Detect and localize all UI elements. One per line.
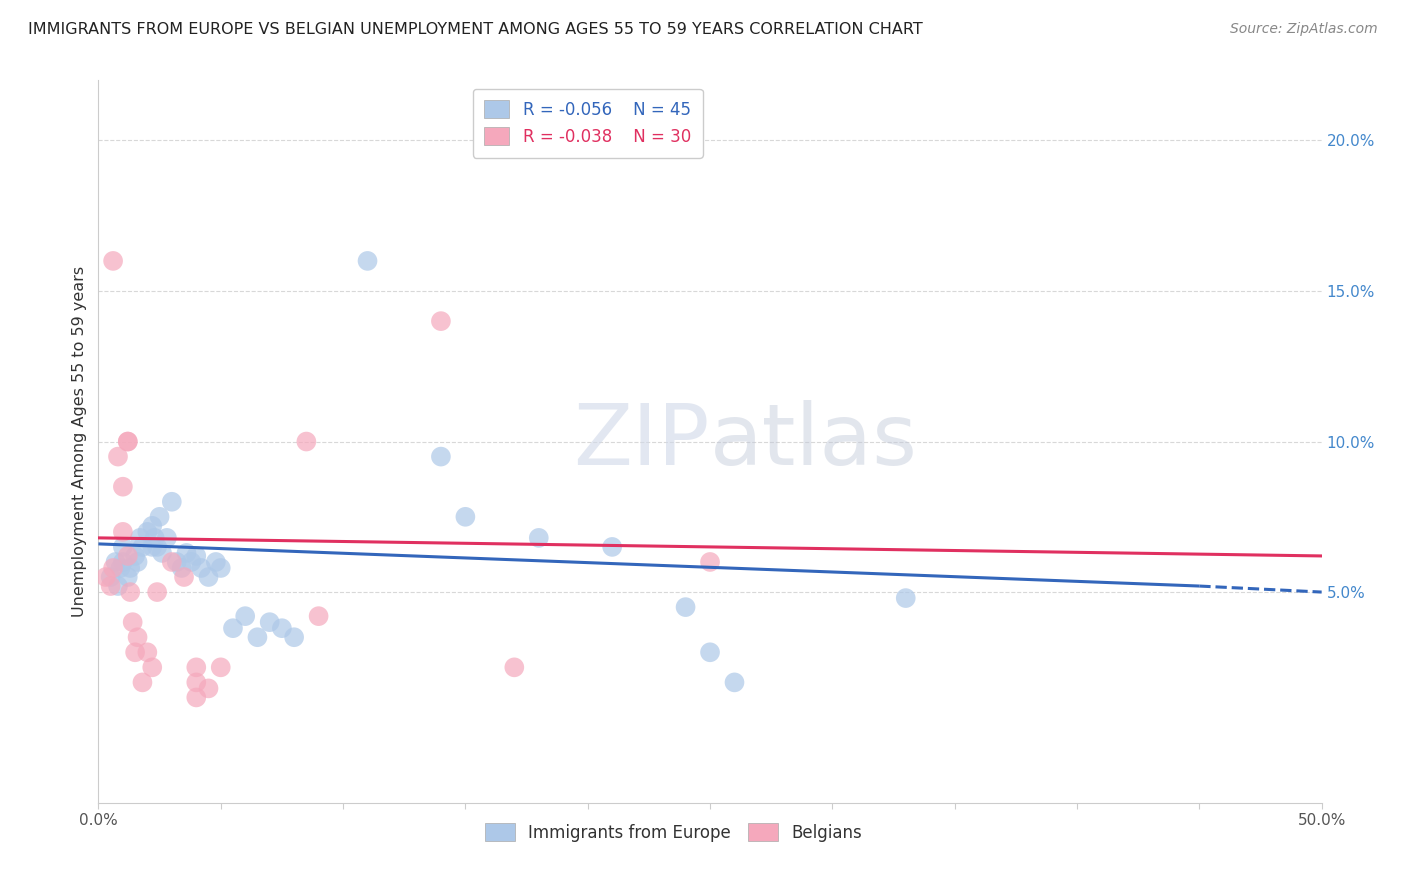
Point [454,509,477,524]
Point [94,570,117,584]
Point [176,546,198,560]
Point [100,570,122,584]
Point [149,509,172,524]
Point [104,555,127,569]
Point [111,540,134,554]
Point [100,579,122,593]
Point [146,540,169,554]
Point [141,518,163,533]
Point [209,660,232,674]
Point [146,585,169,599]
Point [186,690,208,705]
Point [141,540,163,554]
Point [600,540,623,554]
Point [233,609,256,624]
Point [136,645,159,659]
Point [209,561,232,575]
Point [246,630,269,644]
Point [117,434,139,449]
Text: Source: ZipAtlas.com: Source: ZipAtlas.com [1230,22,1378,37]
Point [120,561,142,575]
Point [124,549,146,563]
Point [150,546,173,560]
Point [295,434,318,449]
Point [699,555,721,569]
Text: ZIP: ZIP [574,400,710,483]
Point [283,630,305,644]
Text: atlas: atlas [710,400,918,483]
Point [107,450,129,464]
Point [127,630,149,644]
Point [121,615,143,630]
Text: IMMIGRANTS FROM EUROPE VS BELGIAN UNEMPLOYMENT AMONG AGES 55 TO 59 YEARS CORRELA: IMMIGRANTS FROM EUROPE VS BELGIAN UNEMPL… [28,22,922,37]
Point [129,531,152,545]
Point [527,531,550,545]
Point [101,561,124,575]
Point [270,621,294,635]
Point [143,531,166,545]
Point [136,524,159,539]
Point [111,524,134,539]
Point [894,591,917,606]
Point [190,561,212,575]
Point [120,585,142,599]
Point [170,561,193,575]
Point [173,570,195,584]
Point [117,549,139,563]
Point [430,314,453,328]
Point [308,609,330,624]
Point [127,555,149,569]
Point [503,660,526,674]
Point [723,675,745,690]
Point [110,561,132,575]
Point [111,555,134,569]
Point [160,555,183,569]
Point [166,555,188,569]
Point [186,675,208,690]
Point [222,621,245,635]
Point [186,660,208,674]
Legend: Immigrants from Europe, Belgians: Immigrants from Europe, Belgians [478,817,869,848]
Point [101,253,124,268]
Point [131,540,153,554]
Point [124,645,146,659]
Point [156,531,179,545]
Point [180,555,202,569]
Point [197,570,219,584]
Point [356,253,378,268]
Point [675,600,697,615]
Point [197,681,219,696]
Point [699,645,721,659]
Point [107,579,129,593]
Point [160,494,183,508]
Y-axis label: Unemployment Among Ages 55 to 59 years: Unemployment Among Ages 55 to 59 years [72,266,87,617]
Point [131,675,153,690]
Point [205,555,228,569]
Point [430,450,453,464]
Point [111,480,134,494]
Point [117,570,139,584]
Point [259,615,281,630]
Point [186,549,208,563]
Point [141,660,163,674]
Point [117,434,139,449]
